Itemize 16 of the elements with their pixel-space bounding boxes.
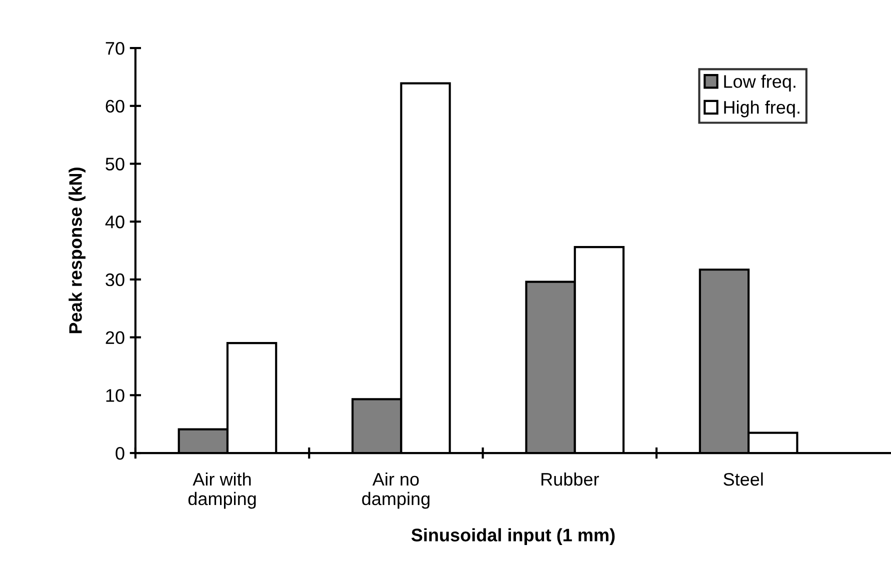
y-tick-label: 20: [106, 331, 124, 344]
y-tick-label: 50: [106, 158, 124, 170]
legend-label: Low freq.: [724, 74, 796, 92]
x-tick-label: Air with damping: [188, 472, 256, 509]
y-tick-label: 30: [106, 273, 124, 286]
y-tick-label: 60: [106, 100, 124, 113]
legend-label: High freq.: [724, 100, 800, 118]
x-tick-label: Steel: [724, 472, 763, 486]
y-tick-label: 40: [105, 216, 124, 228]
y-tick-label: 70: [106, 42, 124, 55]
y-axis-title: Peak response (kN): [68, 168, 86, 334]
x-tick-label: Rubber: [542, 472, 599, 486]
y-tick-label: 10: [106, 389, 124, 402]
x-axis-title: Sinusoidal input (1 mm): [411, 528, 615, 546]
y-tick-label: 0: [116, 446, 124, 460]
x-tick-label: Air no damping: [362, 472, 430, 509]
